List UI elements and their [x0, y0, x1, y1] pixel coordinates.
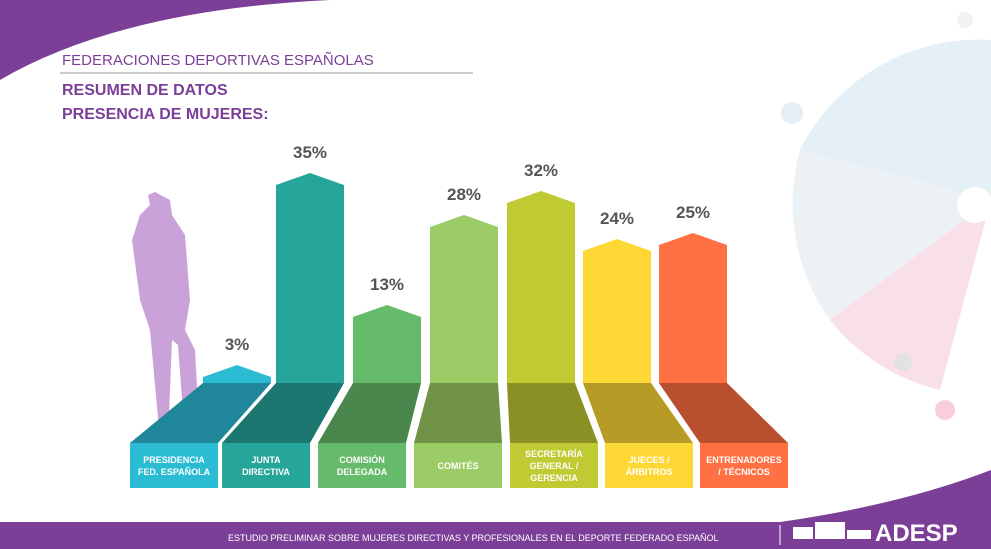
value-label: 13%: [369, 275, 405, 294]
category-label: COMITÉS: [414, 443, 502, 488]
section-title: FEDERACIONES DEPORTIVAS ESPAÑOLAS: [62, 52, 374, 69]
floor: [318, 383, 421, 443]
corner: [0, 0, 330, 80]
floor-shade: [414, 383, 502, 443]
category-label: ENTRENADORES / TÉCNICOS: [700, 443, 788, 488]
bar: [583, 239, 651, 383]
floor: [414, 383, 502, 443]
title: RESUMEN DE DATOS: [62, 82, 228, 99]
floor-shade: [130, 383, 271, 443]
value-label: 3%: [224, 335, 250, 354]
footer-text: ESTUDIO PRELIMINAR SOBRE MUJERES DIRECTI…: [228, 533, 719, 543]
floor: [130, 383, 271, 443]
floor: [507, 383, 598, 443]
floor-shade: [222, 383, 344, 443]
value-label: 24%: [599, 209, 635, 228]
floor: [222, 383, 344, 443]
subtitle: PRESENCIA DE MUJERES:: [62, 106, 269, 123]
bar: [430, 215, 498, 383]
category-label: COMISIÓN DELEGADA: [318, 443, 406, 488]
bar: [659, 233, 727, 383]
floor-shade: [318, 383, 421, 443]
category-label: JUECES / ÁRBITROS: [605, 443, 693, 488]
bar: [203, 365, 271, 383]
decor: [781, 12, 991, 420]
footer-band: [0, 470, 991, 549]
floor-shade: [583, 383, 693, 443]
value-label: 28%: [446, 185, 482, 204]
bar: [276, 173, 344, 383]
value-label: 25%: [675, 203, 711, 222]
category-label: JUNTA DIRECTIVA: [222, 443, 310, 488]
logo: ADESP: [875, 520, 958, 547]
floor-shade: [507, 383, 598, 443]
value-label: 32%: [523, 161, 559, 180]
value-label: 35%: [292, 143, 328, 162]
floor: [583, 383, 693, 443]
bar: [507, 191, 575, 383]
floor-shade: [659, 383, 788, 443]
floor: [659, 383, 788, 443]
logo-icon: [793, 522, 871, 539]
bar: [353, 305, 421, 383]
silhouette: [132, 192, 200, 440]
category-label: PRESIDENCIA FED. ESPAÑOLA: [130, 443, 218, 488]
category-label: SECRETARÍA GENERAL / GERENCIA: [510, 443, 598, 488]
